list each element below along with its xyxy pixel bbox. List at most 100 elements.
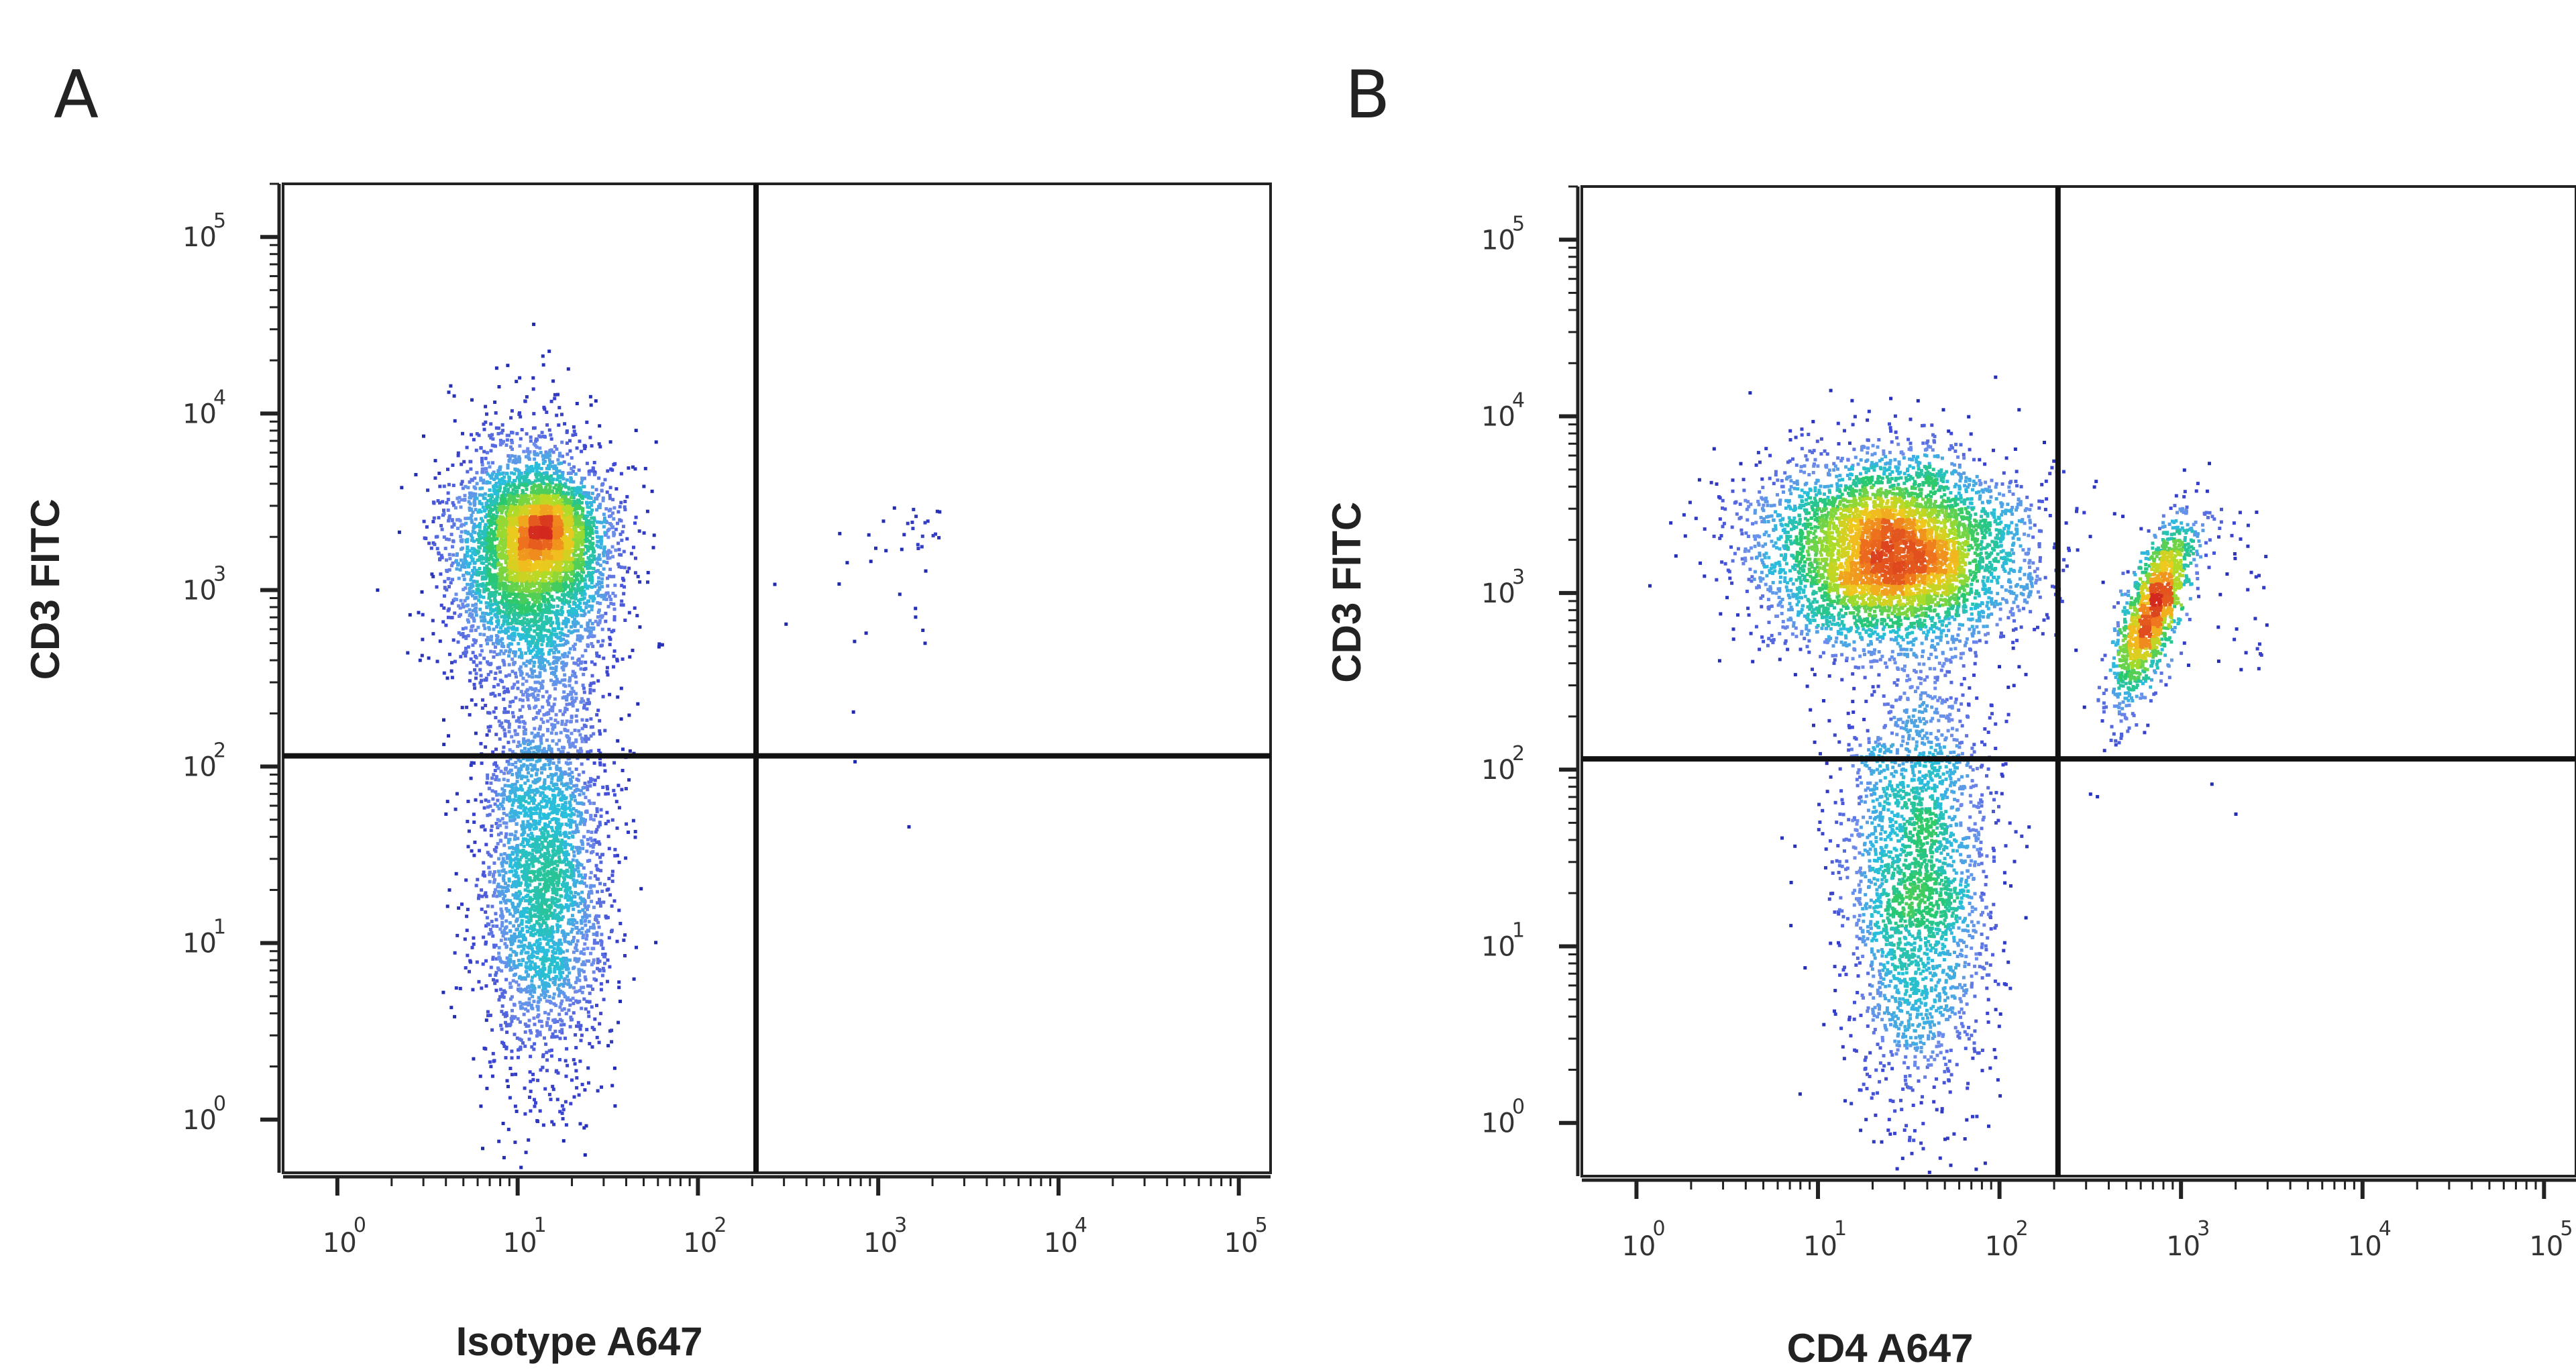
event-dot — [556, 845, 560, 849]
event-dot — [524, 800, 528, 804]
event-dot — [535, 768, 539, 772]
event-dot — [525, 613, 529, 617]
event-dot — [446, 508, 450, 512]
event-dot — [537, 759, 541, 763]
event-dot — [509, 947, 513, 951]
event-dot — [486, 904, 490, 908]
event-dot — [501, 1122, 505, 1125]
event-dot — [482, 529, 486, 533]
event-dot — [521, 476, 525, 480]
event-dot — [508, 791, 513, 795]
event-dot — [551, 839, 555, 843]
event-dot — [539, 472, 543, 476]
event-dot — [493, 769, 497, 772]
event-dot — [540, 683, 543, 687]
event-dot — [586, 1010, 590, 1014]
event-dot — [552, 816, 556, 821]
event-dot — [474, 568, 478, 572]
event-dot — [581, 908, 585, 912]
event-dot — [474, 602, 478, 607]
event-dot — [587, 571, 591, 575]
event-dot — [845, 561, 849, 565]
event-dot — [543, 668, 547, 672]
event-dot — [606, 535, 610, 539]
event-dot — [596, 611, 600, 614]
event-dot — [445, 537, 449, 541]
event-dot — [484, 959, 488, 963]
event-dot — [614, 487, 619, 491]
event-dot — [533, 763, 537, 768]
event-dot — [543, 839, 547, 843]
event-dot — [511, 763, 515, 766]
event-dot — [574, 845, 578, 849]
event-dot — [574, 1069, 578, 1073]
event-dot — [496, 798, 500, 802]
event-dot — [569, 778, 572, 782]
event-dot — [547, 984, 551, 988]
event-dot — [556, 721, 560, 725]
event-dot — [577, 1093, 581, 1097]
event-dot — [519, 619, 523, 623]
event-dot — [628, 655, 632, 659]
event-dot — [590, 444, 594, 447]
event-dot — [625, 570, 629, 574]
event-dot — [612, 1066, 616, 1070]
event-dot — [541, 705, 545, 709]
event-dot — [539, 767, 543, 771]
event-dot — [535, 759, 539, 763]
event-dot — [494, 747, 498, 751]
event-dot — [591, 644, 595, 648]
event-dot — [493, 602, 497, 606]
event-dot — [478, 486, 482, 490]
event-dot — [551, 761, 555, 765]
event-dot — [598, 882, 602, 886]
event-dot — [482, 427, 486, 431]
event-dot — [536, 1008, 540, 1012]
event-dot — [585, 1028, 589, 1032]
event-dot — [568, 843, 572, 847]
event-dot — [586, 784, 590, 788]
event-dot — [439, 524, 443, 527]
event-dot — [551, 912, 555, 916]
event-dot — [510, 471, 514, 475]
event-dot — [519, 940, 523, 944]
event-dot — [517, 740, 521, 744]
event-dot — [547, 841, 551, 845]
event-dot — [531, 976, 534, 980]
event-dot — [526, 698, 530, 702]
event-dot — [523, 739, 527, 743]
event-dot — [525, 990, 529, 994]
event-dot — [549, 643, 553, 647]
event-dot — [613, 854, 617, 858]
event-dot — [480, 888, 484, 892]
event-dot — [475, 664, 479, 668]
event-dot — [474, 798, 478, 802]
event-dot — [474, 606, 478, 610]
event-dot — [526, 885, 530, 889]
event-dot — [523, 474, 527, 478]
event-dot — [547, 458, 551, 462]
event-dot — [417, 611, 421, 615]
event-dot — [484, 470, 488, 474]
event-dot — [558, 1110, 562, 1114]
event-dot — [537, 636, 541, 639]
event-dot — [607, 847, 611, 851]
event-dot — [581, 847, 585, 851]
event-dot — [500, 969, 504, 973]
event-dot — [572, 923, 576, 927]
event-dot — [438, 639, 442, 643]
event-dot — [501, 876, 505, 880]
event-dot — [517, 794, 521, 798]
event-dot — [570, 625, 573, 629]
event-dot — [623, 954, 627, 957]
event-dot — [536, 806, 540, 810]
event-dot — [590, 508, 594, 512]
event-dot — [563, 982, 567, 986]
event-dot — [605, 785, 609, 789]
event-dot — [533, 629, 537, 633]
event-dot — [451, 501, 455, 505]
event-dot — [526, 447, 530, 451]
event-dot — [529, 668, 533, 672]
event-dot — [608, 893, 612, 897]
event-dot — [533, 767, 537, 771]
